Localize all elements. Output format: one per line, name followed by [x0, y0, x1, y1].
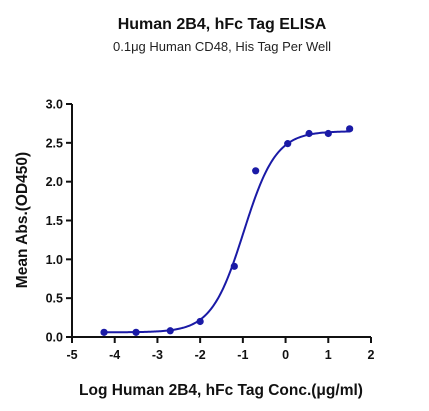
data-point: [284, 140, 292, 148]
y-tick-label: 2.5: [46, 136, 63, 150]
y-tick-label: 0.5: [46, 292, 63, 306]
chart-title: Human 2B4, hFc Tag ELISA: [118, 16, 327, 33]
y-tick-label: 1.0: [46, 253, 63, 267]
data-point: [346, 125, 354, 133]
x-tick-label: 0: [282, 348, 289, 362]
data-point: [324, 129, 332, 138]
x-tick-label: 1: [325, 348, 332, 362]
x-tick-label: -1: [237, 348, 248, 362]
data-point: [196, 317, 204, 326]
x-tick-label: -4: [109, 348, 120, 362]
data-points: [100, 125, 354, 336]
x-axis-ticks: -5 -4 -3 -2 -1 0 1 2: [66, 337, 375, 362]
x-tick-label: -2: [195, 348, 206, 362]
x-tick-label: 2: [368, 348, 375, 362]
data-point: [305, 129, 313, 138]
data-point: [132, 328, 140, 336]
y-tick-label: 1.5: [46, 214, 63, 228]
y-tick-label: 2.0: [46, 175, 63, 189]
data-point: [166, 327, 174, 335]
chart-subtitle: 0.1μg Human CD48, His Tag Per Well: [113, 39, 331, 54]
y-tick-label: 3.0: [46, 98, 63, 112]
x-axis-label: Log Human 2B4, hFc Tag Conc.(μg/ml): [79, 382, 363, 399]
x-tick-label: -5: [66, 348, 77, 362]
y-axis-label: Mean Abs.(OD450): [14, 152, 31, 288]
data-point: [100, 328, 108, 336]
x-tick-label: -3: [152, 348, 163, 362]
data-point: [252, 167, 260, 175]
plot-area: 0.0 0.5 1.0 1.5 2.0 2.5 3.0 -5 -4 -3 -2 -1 0 1 2: [46, 98, 375, 363]
y-axis-ticks: 0.0 0.5 1.0 1.5 2.0 2.5 3.0: [46, 98, 72, 345]
y-tick-label: 0.0: [46, 331, 63, 345]
data-point: [230, 262, 238, 270]
fit-curve: [104, 130, 350, 334]
